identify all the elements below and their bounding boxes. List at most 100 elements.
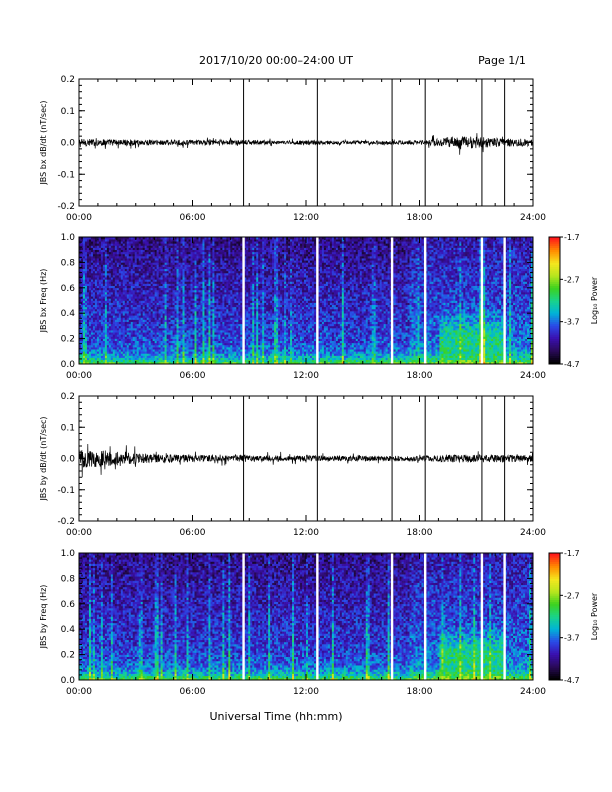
spectrogram-cell bbox=[111, 262, 113, 264]
spectrogram-cell bbox=[232, 356, 234, 358]
spectrogram-cell bbox=[206, 262, 208, 264]
spectrogram-cell bbox=[179, 281, 181, 283]
spectrogram-cell bbox=[222, 339, 224, 341]
spectrogram-cell bbox=[193, 279, 195, 281]
spectrogram-cell bbox=[185, 267, 187, 269]
spectrogram-cell bbox=[161, 250, 163, 252]
spectrogram-cell bbox=[226, 320, 228, 322]
spectrogram-cell bbox=[189, 326, 191, 328]
spectrogram-cell bbox=[121, 345, 123, 347]
spectrogram-cell bbox=[236, 288, 238, 290]
spectrogram-cell bbox=[149, 239, 151, 241]
spectrogram-cell bbox=[185, 303, 187, 305]
spectrogram-cell bbox=[185, 245, 187, 247]
spectrogram-cell bbox=[208, 286, 210, 288]
spectrogram-cell bbox=[220, 296, 222, 298]
spectrogram-cell bbox=[183, 294, 185, 296]
spectrogram-cell bbox=[155, 303, 157, 305]
spectrogram-cell bbox=[89, 281, 91, 283]
spectrogram-cell bbox=[234, 305, 236, 307]
spectrogram-cell bbox=[151, 241, 153, 243]
spectrogram-cell bbox=[157, 254, 159, 256]
spectrogram-cell bbox=[185, 277, 187, 279]
spectrogram-cell bbox=[204, 262, 206, 264]
spectrogram-cell bbox=[230, 347, 232, 349]
spectrogram-cell bbox=[169, 277, 171, 279]
spectrogram-cell bbox=[111, 239, 113, 241]
spectrogram-cell bbox=[137, 330, 139, 332]
spectrogram-cell bbox=[206, 258, 208, 260]
spectrogram-cell bbox=[240, 336, 242, 338]
spectrogram-cell bbox=[187, 358, 189, 360]
spectrogram-cell bbox=[95, 341, 97, 343]
spectrogram-cell bbox=[121, 326, 123, 328]
spectrogram-cell bbox=[107, 330, 109, 332]
spectrogram-cell bbox=[97, 273, 99, 275]
spectrogram-cell bbox=[230, 317, 232, 319]
spectrogram-cell bbox=[97, 262, 99, 264]
spectrogram-cell bbox=[240, 339, 242, 341]
spectrogram-cell bbox=[127, 326, 129, 328]
spectrogram-cell bbox=[228, 345, 230, 347]
spectrogram-cell bbox=[157, 275, 159, 277]
spectrogram-cell bbox=[125, 256, 127, 258]
spectrogram-cell bbox=[183, 320, 185, 322]
spectrogram-cell bbox=[196, 345, 198, 347]
spectrogram-cell bbox=[183, 326, 185, 328]
spectrogram-cell bbox=[151, 292, 153, 294]
spectrogram-cell bbox=[187, 301, 189, 303]
spectrogram-cell bbox=[179, 347, 181, 349]
spectrogram-cell bbox=[151, 328, 153, 330]
spectrogram-cell bbox=[157, 349, 159, 351]
spectrogram-cell bbox=[226, 328, 228, 330]
spectrogram-cell bbox=[83, 328, 85, 330]
spectrogram-cell bbox=[119, 284, 121, 286]
spectrogram-cell bbox=[145, 254, 147, 256]
spectrogram-cell bbox=[179, 320, 181, 322]
spectrogram-cell bbox=[147, 290, 149, 292]
spectrogram-cell bbox=[202, 332, 204, 334]
spectrogram-cell bbox=[113, 349, 115, 351]
spectrogram-cell bbox=[198, 241, 200, 243]
spectrogram-cell bbox=[222, 254, 224, 256]
spectrogram-cell bbox=[189, 309, 191, 311]
spectrogram-cell bbox=[133, 360, 135, 362]
spectrogram-cell bbox=[129, 298, 131, 300]
spectrogram-cell bbox=[99, 309, 101, 311]
spectrogram-cell bbox=[155, 284, 157, 286]
spectrogram-cell bbox=[99, 353, 101, 355]
spectrogram-cell bbox=[157, 317, 159, 319]
spectrogram-cell bbox=[137, 250, 139, 252]
spectrogram-cell bbox=[216, 307, 218, 309]
spectrogram-cell bbox=[99, 334, 101, 336]
spectrogram-cell bbox=[143, 358, 145, 360]
spectrogram-cell bbox=[169, 330, 171, 332]
spectrogram-cell bbox=[125, 265, 127, 267]
spectrogram-cell bbox=[194, 317, 196, 319]
spectrogram-cell bbox=[200, 305, 202, 307]
spectrogram-cell bbox=[238, 330, 240, 332]
spectrogram-cell bbox=[121, 250, 123, 252]
spectrogram-cell bbox=[179, 330, 181, 332]
spectrogram-cell bbox=[107, 349, 109, 351]
spectrogram-cell bbox=[151, 245, 153, 247]
spectrogram-cell bbox=[173, 292, 175, 294]
spectrogram-cell bbox=[171, 345, 173, 347]
spectrogram-cell bbox=[87, 252, 89, 254]
spectrogram-cell bbox=[220, 269, 222, 271]
spectrogram-cell bbox=[103, 271, 105, 273]
spectrogram-cell bbox=[93, 353, 95, 355]
spectrogram-cell bbox=[210, 330, 212, 332]
spectrogram-cell bbox=[208, 326, 210, 328]
spectrogram-cell bbox=[216, 269, 218, 271]
spectrogram-cell bbox=[216, 258, 218, 260]
spectrogram-cell bbox=[179, 356, 181, 358]
spectrogram-cell bbox=[224, 290, 226, 292]
spectrogram-cell bbox=[226, 267, 228, 269]
spectrogram-cell bbox=[101, 286, 103, 288]
spectrogram-cell bbox=[105, 356, 107, 358]
spectrogram-cell bbox=[127, 311, 129, 313]
spectrogram-cell bbox=[135, 301, 137, 303]
spectrogram-cell bbox=[115, 252, 117, 254]
spectrogram-cell bbox=[119, 313, 121, 315]
